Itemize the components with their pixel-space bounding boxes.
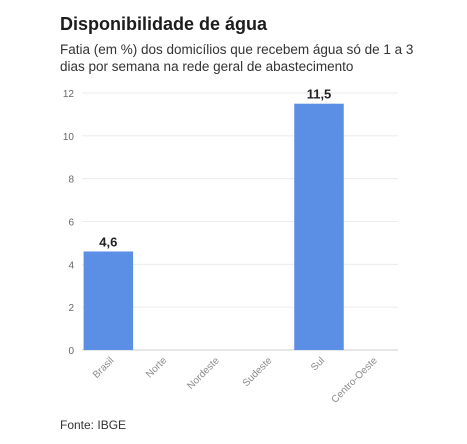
- chart-subtitle: Fatia (em %) dos domicílios que recebem …: [60, 42, 414, 74]
- x-tick-label-sul: Sul: [309, 355, 327, 373]
- y-tick-label: 0: [68, 346, 74, 357]
- source-note: Fonte: IBGE: [60, 418, 127, 432]
- x-tick-label-centro-oeste: Centro-Oeste: [330, 355, 381, 406]
- y-tick-label: 2: [68, 303, 74, 314]
- y-axis-tick-labels: 0 2 4 6 8 10 12: [63, 89, 75, 357]
- grid-lines: [82, 92, 398, 351]
- y-tick-label: 12: [63, 89, 75, 100]
- chart-title: Disponibilidade de água: [60, 14, 268, 34]
- x-tick-label-norte: Norte: [144, 355, 169, 380]
- y-tick-label: 10: [63, 132, 75, 143]
- y-tick-label: 8: [68, 175, 74, 186]
- x-tick-label-nordeste: Nordeste: [185, 355, 222, 392]
- data-label-brasil: 4,6: [99, 234, 117, 249]
- y-tick-label: 4: [68, 260, 74, 271]
- bar-sul: [294, 103, 344, 350]
- bar-brasil: [83, 251, 134, 350]
- bars: [83, 103, 344, 350]
- x-tick-label-brasil: Brasil: [91, 355, 116, 380]
- data-label-sul: 11,5: [307, 87, 332, 102]
- data-labels: 4,6 11,5: [99, 87, 331, 250]
- x-axis-category-labels: Brasil Norte Nordeste Sudeste Sul Centro-Oest…: [91, 355, 380, 406]
- y-tick-label: 6: [68, 218, 74, 229]
- x-tick-label-sudeste: Sudeste: [241, 355, 275, 389]
